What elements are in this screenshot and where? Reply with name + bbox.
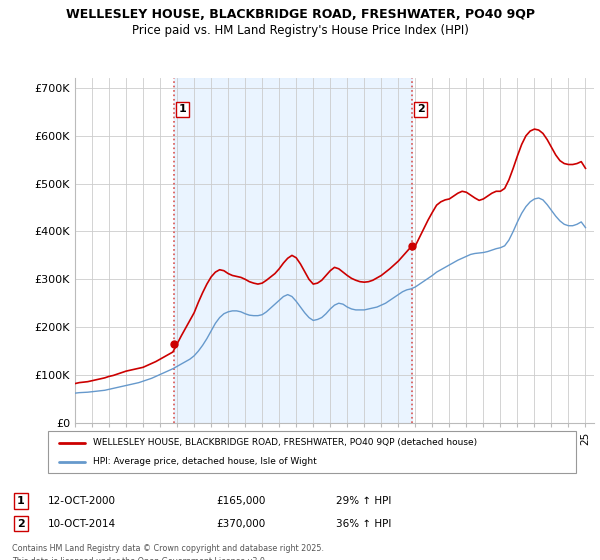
Text: 1: 1	[17, 496, 25, 506]
Text: £165,000: £165,000	[216, 496, 265, 506]
Bar	[173, 78, 412, 423]
Text: 29% ↑ HPI: 29% ↑ HPI	[336, 496, 391, 506]
Text: 1: 1	[179, 104, 187, 114]
Text: WELLESLEY HOUSE, BLACKBRIDGE ROAD, FRESHWATER, PO40 9QP (detached house): WELLESLEY HOUSE, BLACKBRIDGE ROAD, FRESH…	[93, 438, 477, 447]
Text: 10-OCT-2014: 10-OCT-2014	[48, 519, 116, 529]
Text: WELLESLEY HOUSE, BLACKBRIDGE ROAD, FRESHWATER, PO40 9QP: WELLESLEY HOUSE, BLACKBRIDGE ROAD, FRESH…	[65, 8, 535, 21]
Text: Price paid vs. HM Land Registry's House Price Index (HPI): Price paid vs. HM Land Registry's House …	[131, 24, 469, 36]
Text: £370,000: £370,000	[216, 519, 265, 529]
Text: HPI: Average price, detached house, Isle of Wight: HPI: Average price, detached house, Isle…	[93, 458, 317, 466]
Text: 2: 2	[417, 104, 425, 114]
Text: 2: 2	[17, 519, 25, 529]
Text: 12-OCT-2000: 12-OCT-2000	[48, 496, 116, 506]
Text: Contains HM Land Registry data © Crown copyright and database right 2025.
This d: Contains HM Land Registry data © Crown c…	[12, 544, 324, 560]
Text: 36% ↑ HPI: 36% ↑ HPI	[336, 519, 391, 529]
